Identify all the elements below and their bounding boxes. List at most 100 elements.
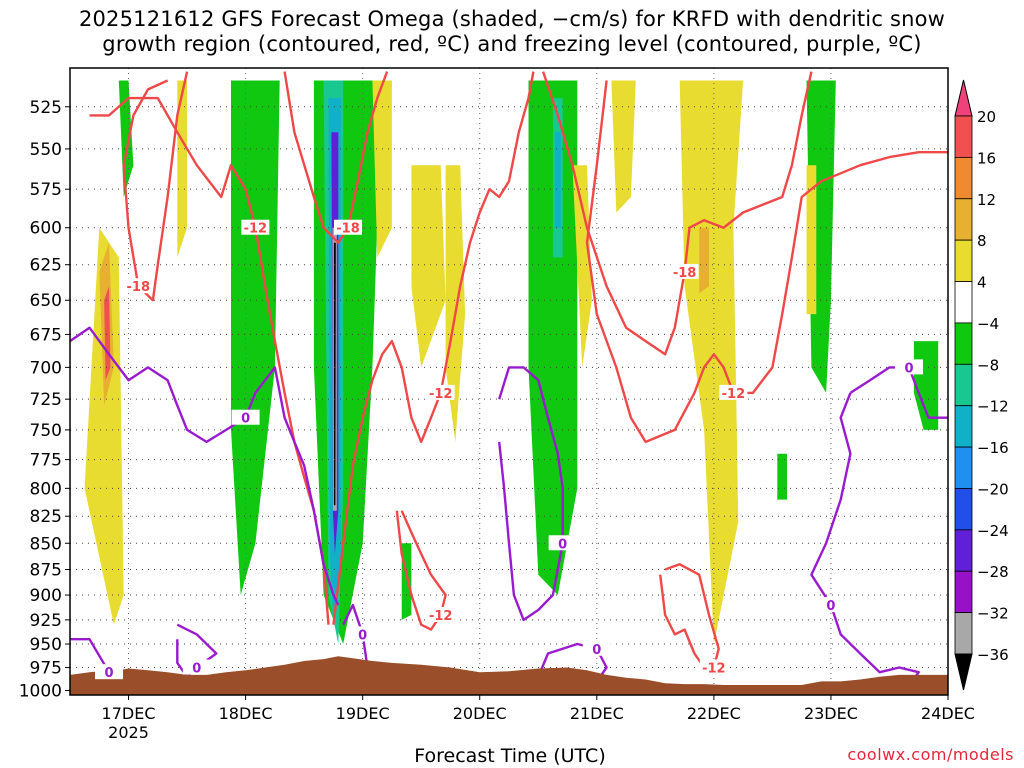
colorbar-label-10: −24: [977, 522, 1009, 540]
plot-background: [70, 68, 948, 695]
freezing-contour-label-bg-4: [182, 659, 211, 675]
x-tick-label-21DEC: 21DEC: [570, 704, 624, 723]
y-tick-label-950: 950: [30, 635, 62, 655]
dgz-contour-label-4: -12: [702, 662, 726, 677]
colorbar-top-arrow: [954, 79, 973, 117]
freezing-contour-label-bg-2: [548, 535, 577, 551]
x-tick-label-20DEC: 20DEC: [453, 704, 507, 723]
colorbar-swatch-6: [954, 322, 973, 365]
freezing-contour-label-7: 0: [826, 599, 835, 614]
colorbar-label-4: 4: [977, 274, 987, 292]
x-tick-label-24DEC: 24DEC: [921, 704, 975, 723]
dgz-contour-3: [585, 80, 948, 444]
dgz-contour-label-1: -12: [429, 387, 453, 402]
y-tick-label-900: 900: [30, 586, 62, 606]
y-tick-label-525: 525: [30, 98, 62, 118]
x-tick-label-17DEC: 17DEC: [102, 704, 156, 723]
y-tick-label-850: 850: [30, 534, 62, 554]
colorbar: 20 16 12 8 4 −4 −8 −12 −16 −20 −24 −28 −32 −36: [954, 79, 1009, 691]
dgz-contour-label-bg-1: [426, 384, 455, 400]
freezing-contour-label-bg-0: [231, 409, 260, 425]
y-tick-label-775: 775: [30, 451, 62, 471]
dgz-contour-label-bg-7: [670, 263, 699, 279]
omega-patch-23: [699, 227, 709, 294]
colorbar-swatch-12: [954, 570, 973, 614]
freezing-contour-label-3: 0: [104, 666, 113, 681]
dgz-contour-label-bg-3: [719, 384, 748, 400]
omega-patch-5: [231, 80, 280, 595]
y-tick-label-575: 575: [30, 180, 62, 200]
chart-title-line-2: growth region (contoured, red, ºC) and f…: [102, 32, 922, 56]
y-tick-label-700: 700: [30, 358, 62, 378]
dgz-contour-0: [89, 96, 330, 625]
omega-shading: [84, 80, 939, 644]
y-tick-label-925: 925: [30, 611, 62, 631]
freezing-contour-label-bg-5: [582, 640, 611, 656]
colorbar-swatch-13: [954, 612, 973, 655]
omega-patch-22: [679, 80, 744, 644]
colorbar-swatch-1: [954, 115, 973, 158]
omega-patch-15: [445, 165, 466, 442]
omega-patch-3: [118, 80, 134, 197]
omega-patch-13: [372, 80, 392, 258]
freezing-contour-label-0: 0: [241, 412, 250, 427]
colorbar-swatch-5: [954, 281, 973, 324]
chart-title-line-1: 2025121612 GFS Forecast Omega (shaded, −…: [78, 7, 946, 31]
omega-patch-24: [777, 453, 787, 500]
dgz-contour-1: [332, 71, 535, 625]
colorbar-swatch-3: [954, 198, 973, 241]
colorbar-swatch-9: [954, 446, 973, 489]
freezing-contour-label-1: 0: [358, 628, 367, 643]
dgz-contour-label-bg-4: [699, 659, 728, 675]
x-tick-sublabel-17DEC: 2025: [108, 723, 149, 742]
omega-patch-17: [528, 80, 578, 595]
colorbar-bottom-arrow: [954, 653, 973, 691]
freezing-contour-label-5: 0: [592, 643, 601, 658]
colorbar-label-13: −36: [977, 646, 1009, 664]
y-tick-label-725: 725: [30, 390, 62, 410]
y-axis-ticks: 525 550 575 600 625 650 675 700 725 750 775 800 825 8…: [19, 98, 70, 701]
colorbar-label-3: 8: [977, 232, 987, 250]
contour-labels: -12 -12 -12 -12 -12 -18 -18 -18 0 0 0 0 0 0 0 0: [95, 219, 923, 681]
plot-area: -12 -12 -12 -12 -12 -18 -18 -18 0 0 0 0 0 0 0 0: [70, 68, 948, 695]
terrain-area: [70, 656, 948, 695]
colorbar-swatch-7: [954, 363, 973, 407]
dgz-contour-label-0: -12: [244, 222, 268, 237]
omega-patch-19: [554, 132, 561, 228]
x-tick-label-23DEC: 23DEC: [804, 704, 858, 723]
dgz-contour-label-bg-2: [426, 606, 455, 622]
colorbar-label-11: −28: [977, 563, 1009, 581]
x-tick-label-19DEC: 19DEC: [336, 704, 390, 723]
y-tick-label-650: 650: [30, 291, 62, 311]
x-tick-label-18DEC: 18DEC: [219, 704, 273, 723]
colorbar-label-6: −8: [977, 356, 999, 374]
y-tick-label-1000: 1000: [19, 681, 62, 701]
omega-patch-16: [401, 543, 412, 620]
colorbar-swatch-8: [954, 405, 973, 448]
omega-patch-14: [411, 165, 446, 368]
dgz-contour-6: [283, 71, 389, 244]
freezing-contour-1: [342, 603, 369, 668]
colorbar-label-1: 16: [977, 149, 996, 167]
colorbar-swatch-11: [954, 529, 973, 572]
y-tick-label-600: 600: [30, 219, 62, 239]
y-tick-label-550: 550: [30, 140, 62, 160]
terrain-fill: [70, 656, 948, 695]
colorbar-label-5: −4: [977, 315, 999, 333]
y-tick-label-750: 750: [30, 421, 62, 441]
dgz-contour-label-6: -18: [336, 222, 360, 237]
omega-patch-4: [177, 80, 188, 258]
colorbar-label-2: 12: [977, 191, 996, 209]
colorbar-label-12: −32: [977, 605, 1009, 623]
freezing-contour-label-4: 0: [192, 662, 201, 677]
dgz-contour-label-7: -18: [673, 266, 697, 281]
freezing-contour-label-bg-3: [95, 664, 124, 680]
freezing-contour-label-bg-7: [816, 597, 845, 613]
colorbar-label-0: 20: [977, 108, 996, 126]
colorbar-label-8: −16: [977, 439, 1009, 457]
y-tick-label-800: 800: [30, 479, 62, 499]
colorbar-label-9: −20: [977, 480, 1009, 498]
freezing-contour-label-bg-6: [894, 359, 923, 375]
